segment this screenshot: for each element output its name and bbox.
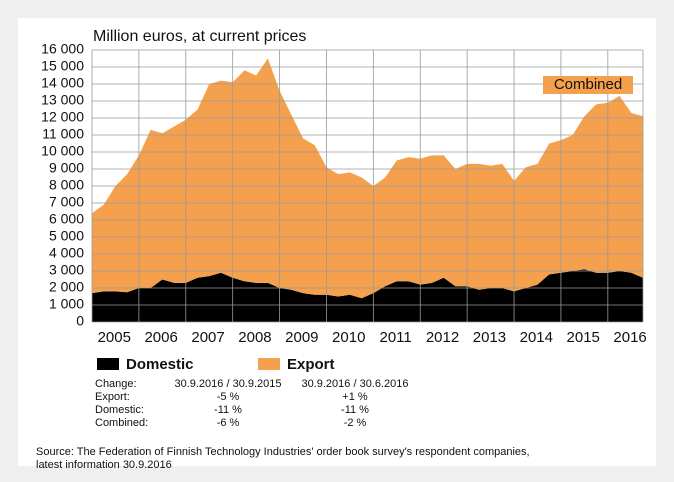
table-cell: Export: <box>95 391 130 403</box>
y-tick-label: 10 000 <box>41 143 84 159</box>
chart-title: Million euros, at current prices <box>93 28 306 45</box>
x-tick-label: 2007 <box>191 329 224 346</box>
y-tick-label: 7 000 <box>49 194 84 210</box>
legend-swatch <box>97 358 119 370</box>
y-tick-label: 8 000 <box>49 177 84 193</box>
x-tick-label: 2008 <box>238 329 271 346</box>
x-tick-label: 2006 <box>144 329 177 346</box>
y-tick-label: 4 000 <box>49 245 84 261</box>
y-tick-label: 2 000 <box>49 279 84 295</box>
x-tick-label: 2015 <box>567 329 600 346</box>
area-1 <box>92 58 643 299</box>
y-tick-label: 9 000 <box>49 160 84 176</box>
table-cell: -6 % <box>217 417 240 429</box>
source: Source: The Federation of Finnish Techno… <box>36 446 530 458</box>
table-cell: +1 % <box>342 391 368 403</box>
y-tick-label: 12 000 <box>41 109 84 125</box>
source: latest information 30.9.2016 <box>36 459 172 471</box>
table-cell: Combined: <box>95 417 148 429</box>
table-cell: -11 % <box>214 404 242 416</box>
table-cell: -2 % <box>344 417 367 429</box>
x-tick-label: 2016 <box>613 329 646 346</box>
x-tick-label: 2010 <box>332 329 365 346</box>
y-tick-label: 15 000 <box>41 58 84 74</box>
y-tick-label: 13 000 <box>41 92 84 108</box>
y-tick-label: 3 000 <box>49 262 84 278</box>
y-tick-label: 0 <box>76 313 84 329</box>
legend-label: Export <box>287 356 335 373</box>
x-tick-label: 2011 <box>380 329 412 346</box>
y-tick-label: 16 000 <box>41 41 84 57</box>
x-tick-label: 2014 <box>520 329 553 346</box>
table-cell: -11 % <box>341 404 369 416</box>
y-tick-label: 14 000 <box>41 75 84 91</box>
table-cell: 30.9.2016 / 30.6.2016 <box>301 378 408 390</box>
area-0 <box>92 269 643 322</box>
annotation-bg <box>543 76 633 94</box>
annotation: Combined <box>554 76 622 93</box>
y-tick-label: 6 000 <box>49 211 84 227</box>
y-tick-label: 5 000 <box>49 228 84 244</box>
table-cell: 30.9.2016 / 30.9.2015 <box>174 378 281 390</box>
table-cell: Domestic: <box>95 404 144 416</box>
x-tick-label: 2013 <box>473 329 506 346</box>
x-tick-label: 2012 <box>426 329 459 346</box>
legend-swatch <box>258 358 280 370</box>
x-tick-label: 2005 <box>98 329 131 346</box>
table-cell: Change: <box>95 378 137 390</box>
legend-label: Domestic <box>126 356 194 373</box>
y-tick-label: 11 000 <box>42 126 84 142</box>
table-cell: -5 % <box>217 391 240 403</box>
x-tick-label: 2009 <box>285 329 318 346</box>
y-tick-label: 1 000 <box>49 296 84 312</box>
